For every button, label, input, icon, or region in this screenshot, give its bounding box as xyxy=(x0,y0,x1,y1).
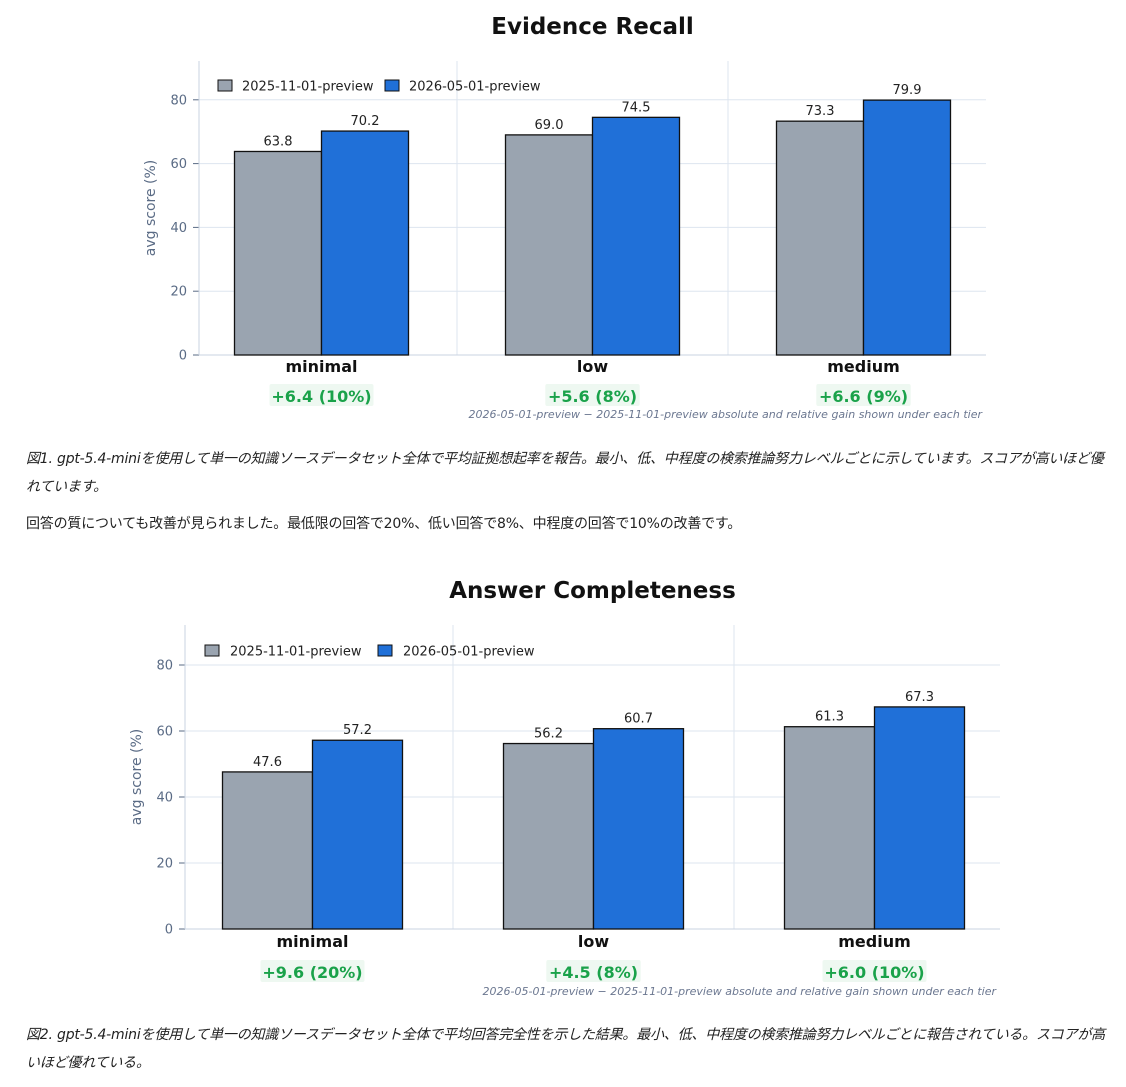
gain-label-minimal: +9.6 (20%) xyxy=(262,963,362,982)
y-tick-label: 80 xyxy=(170,93,187,108)
category-label-medium: medium xyxy=(827,357,900,376)
bar-value-label: 74.5 xyxy=(622,100,651,115)
bar-value-label: 57.2 xyxy=(343,723,372,738)
gain-badge-background xyxy=(260,960,365,982)
gain-note: 2026-05-01-preview − 2025-11-01-preview … xyxy=(469,408,984,421)
bar-low-baseline xyxy=(502,742,595,930)
gain-badge-background xyxy=(822,960,927,982)
bar-value-label: 69.0 xyxy=(535,118,564,133)
category-label-low: low xyxy=(577,357,608,376)
legend-label-baseline: 2025-11-01-preview xyxy=(230,645,362,660)
bar-value-label: 79.9 xyxy=(893,83,922,98)
bar-value-label: 70.2 xyxy=(351,114,380,129)
legend-swatch-baseline xyxy=(204,644,220,657)
gain-label-low: +5.6 (8%) xyxy=(548,387,637,406)
y-tick-label: 80 xyxy=(156,659,173,674)
y-tick-label: 60 xyxy=(170,157,187,172)
gain-label-medium: +6.0 (10%) xyxy=(824,963,924,982)
figure-1-caption: 図1. gpt-5.4-miniを使用して単一の知識ソースデータセット全体で平均… xyxy=(26,451,1104,495)
category-label-medium: medium xyxy=(838,932,911,951)
y-tick-label: 20 xyxy=(170,285,187,300)
bar-low-improved xyxy=(591,116,681,356)
answer-completeness-chart: Answer Completeness 0 20 40 60 80 avg score (%… xyxy=(129,578,1000,998)
y-tick-label: 40 xyxy=(170,221,187,236)
gain-label-low: +4.5 (8%) xyxy=(549,963,638,982)
y-tick-label: 0 xyxy=(179,349,187,364)
bar-minimal-improved xyxy=(311,739,404,930)
bar-minimal-baseline xyxy=(233,150,323,356)
bar-value-label: 61.3 xyxy=(815,710,844,725)
category-label-low: low xyxy=(578,932,609,951)
bar-medium-improved xyxy=(873,706,966,930)
legend-label-baseline: 2025-11-01-preview xyxy=(242,80,374,95)
chart-title: Answer Completeness xyxy=(449,578,736,604)
legend-swatch-baseline xyxy=(217,79,233,92)
gain-label-medium: +6.6 (9%) xyxy=(819,387,908,406)
gain-badge-background xyxy=(546,960,641,982)
gain-badge-background xyxy=(269,384,374,406)
legend-label-improved: 2026-05-01-preview xyxy=(409,80,541,95)
legend-swatch-improved xyxy=(384,79,400,92)
answer-quality-paragraph: 回答の質についても改善が見られました。最低限の回答で20%、低い回答で8%、中程… xyxy=(26,516,742,532)
bar-value-label: 47.6 xyxy=(253,755,282,770)
evidence-recall-chart: Evidence Recall 0 20 40 60 80 avg score (%) 63.… xyxy=(143,14,986,421)
bar-value-label: 63.8 xyxy=(264,134,293,149)
gain-label-minimal: +6.4 (10%) xyxy=(271,387,371,406)
gain-badge-background xyxy=(545,384,640,406)
figure-2-caption: 図2. gpt-5.4-miniを使用して単一の知識ソースデータセット全体で平均… xyxy=(26,1027,1105,1071)
y-tick-label: 40 xyxy=(156,791,173,806)
y-tick-label: 60 xyxy=(156,725,173,740)
bar-medium-improved xyxy=(862,99,952,356)
category-label-minimal: minimal xyxy=(286,357,358,376)
bar-value-label: 56.2 xyxy=(534,727,563,742)
legend-swatch-improved xyxy=(377,644,393,657)
bar-medium-baseline xyxy=(775,120,865,356)
y-tick-label: 0 xyxy=(165,923,173,938)
bar-medium-baseline xyxy=(783,726,876,930)
bar-minimal-baseline xyxy=(221,771,314,930)
bar-minimal-improved xyxy=(320,130,410,356)
gain-note: 2026-05-01-preview − 2025-11-01-preview … xyxy=(483,985,998,998)
bar-value-label: 67.3 xyxy=(905,690,934,705)
chart-title: Evidence Recall xyxy=(491,14,694,40)
bar-low-baseline xyxy=(504,134,594,356)
bar-low-improved xyxy=(592,728,685,930)
y-axis-label: avg score (%) xyxy=(143,160,159,257)
category-label-minimal: minimal xyxy=(277,932,349,951)
bar-value-label: 73.3 xyxy=(806,104,835,119)
bar-value-label: 60.7 xyxy=(624,712,653,727)
gain-badge-background xyxy=(816,384,911,406)
y-tick-label: 20 xyxy=(156,857,173,872)
y-axis-label: avg score (%) xyxy=(129,729,145,826)
legend-label-improved: 2026-05-01-preview xyxy=(403,645,535,660)
